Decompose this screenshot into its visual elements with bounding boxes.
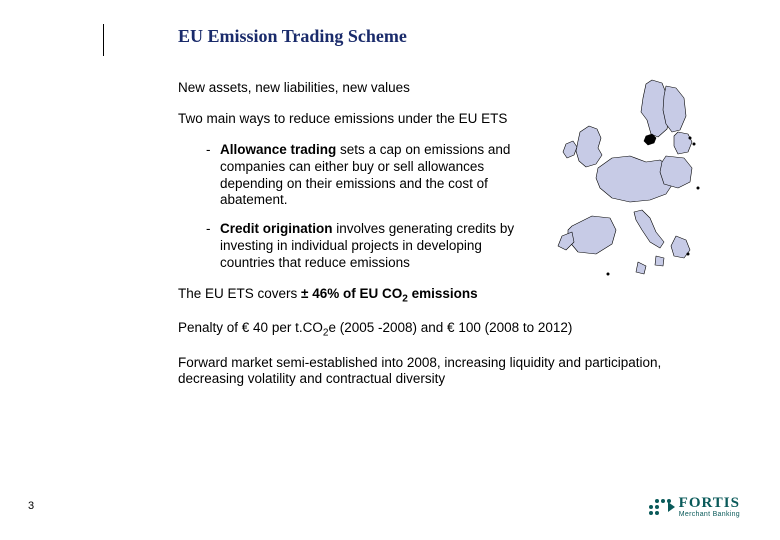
logo-subtitle: Merchant Banking (679, 511, 740, 518)
list-item-text: Allowance trading sets a cap on emission… (220, 142, 518, 210)
fortis-logo: FORTIS Merchant Banking (649, 496, 740, 518)
bullet-dash: - (206, 221, 220, 272)
slide-title: EU Emission Trading Scheme (178, 26, 407, 47)
intro-line-1: New assets, new liabilities, new values (178, 80, 518, 97)
forward-market-line: Forward market semi-established into 200… (178, 355, 718, 389)
fortis-logo-text: FORTIS Merchant Banking (679, 496, 740, 518)
methods-list: - Allowance trading sets a cap on emissi… (178, 142, 518, 272)
list-item: - Allowance trading sets a cap on emissi… (206, 142, 518, 210)
list-item-lead: Allowance trading (220, 142, 336, 157)
arrow-icon (668, 502, 675, 512)
coverage-bold: ± 46% of EU CO2 emissions (301, 286, 478, 301)
penalty-tail: e (2005 -2008) and € 100 (2008 to 2012) (328, 320, 572, 335)
list-item-lead: Credit origination (220, 221, 333, 236)
penalty-line: Penalty of € 40 per t.CO2e (2005 -2008) … (178, 320, 718, 340)
coverage-line: The EU ETS covers ± 46% of EU CO2 emissi… (178, 286, 718, 306)
logo-name: FORTIS (679, 496, 740, 511)
list-item-text: Credit origination involves generating c… (220, 221, 518, 272)
bullet-dash: - (206, 142, 220, 210)
list-item: - Credit origination involves generating… (206, 221, 518, 272)
penalty-pre: Penalty of € 40 per t.CO (178, 320, 323, 335)
page-number: 3 (28, 500, 34, 512)
europe-map-icon (538, 78, 718, 288)
fortis-logo-mark-icon (649, 499, 673, 515)
title-separator (103, 24, 104, 56)
coverage-pre: The EU ETS covers (178, 286, 301, 301)
intro-line-2: Two main ways to reduce emissions under … (178, 111, 518, 128)
